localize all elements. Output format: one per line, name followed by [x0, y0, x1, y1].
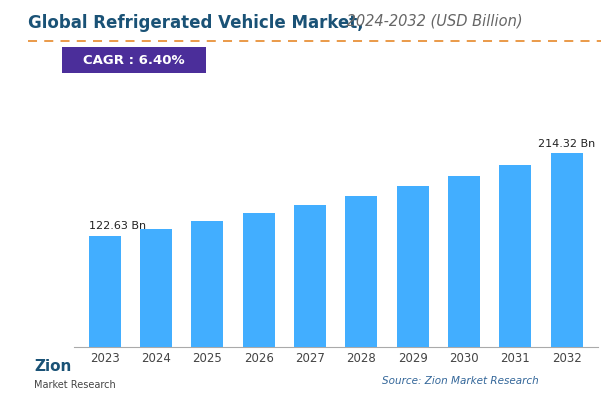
Text: CAGR : 6.40%: CAGR : 6.40%	[83, 54, 185, 67]
Bar	[140, 229, 172, 347]
Bar	[89, 236, 121, 347]
Bar	[397, 186, 429, 347]
Bar	[500, 165, 532, 347]
Text: Global Refrigerated Vehicle Market,: Global Refrigerated Vehicle Market,	[28, 14, 363, 32]
Text: 122.63 Bn: 122.63 Bn	[89, 221, 147, 232]
Text: 214.32 Bn: 214.32 Bn	[538, 139, 595, 149]
Bar	[448, 176, 480, 347]
Bar	[346, 196, 377, 347]
Bar	[551, 153, 583, 347]
Text: Source: Zion Market Research: Source: Zion Market Research	[382, 376, 538, 386]
Text: 2024-2032 (USD Billion): 2024-2032 (USD Billion)	[342, 14, 522, 29]
Bar	[243, 214, 275, 347]
Bar	[294, 205, 326, 347]
Bar	[192, 221, 224, 347]
Text: Zion: Zion	[34, 359, 71, 374]
Text: Market Research: Market Research	[34, 380, 116, 390]
